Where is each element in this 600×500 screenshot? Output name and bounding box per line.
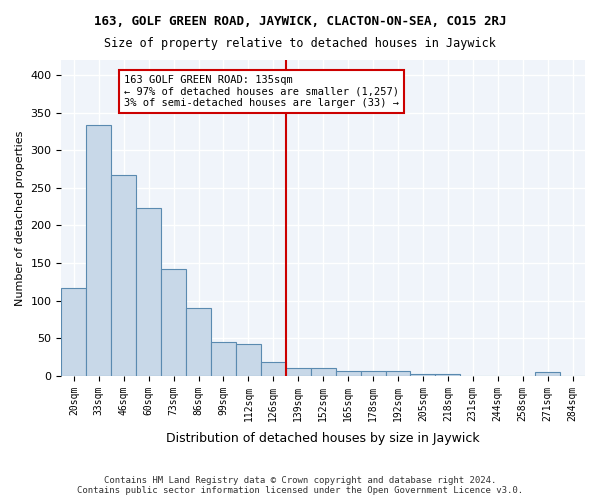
Bar: [535, 372, 560, 376]
Bar: [211, 342, 236, 376]
Bar: [335, 372, 361, 376]
Bar: [436, 374, 460, 376]
Bar: [111, 175, 136, 376]
Bar: [361, 372, 386, 376]
Text: Size of property relative to detached houses in Jaywick: Size of property relative to detached ho…: [104, 38, 496, 51]
Bar: [136, 208, 161, 376]
Bar: [161, 269, 186, 376]
Text: 163, GOLF GREEN ROAD, JAYWICK, CLACTON-ON-SEA, CO15 2RJ: 163, GOLF GREEN ROAD, JAYWICK, CLACTON-O…: [94, 15, 506, 28]
Bar: [286, 368, 311, 376]
Bar: [261, 362, 286, 376]
Bar: [86, 126, 111, 376]
Text: 163 GOLF GREEN ROAD: 135sqm
← 97% of detached houses are smaller (1,257)
3% of s: 163 GOLF GREEN ROAD: 135sqm ← 97% of det…: [124, 75, 399, 108]
Bar: [386, 372, 410, 376]
Bar: [186, 308, 211, 376]
Text: Contains HM Land Registry data © Crown copyright and database right 2024.
Contai: Contains HM Land Registry data © Crown c…: [77, 476, 523, 495]
Bar: [236, 344, 261, 376]
Bar: [311, 368, 335, 376]
Y-axis label: Number of detached properties: Number of detached properties: [15, 130, 25, 306]
Bar: [410, 374, 436, 376]
Bar: [61, 288, 86, 376]
X-axis label: Distribution of detached houses by size in Jaywick: Distribution of detached houses by size …: [166, 432, 480, 445]
